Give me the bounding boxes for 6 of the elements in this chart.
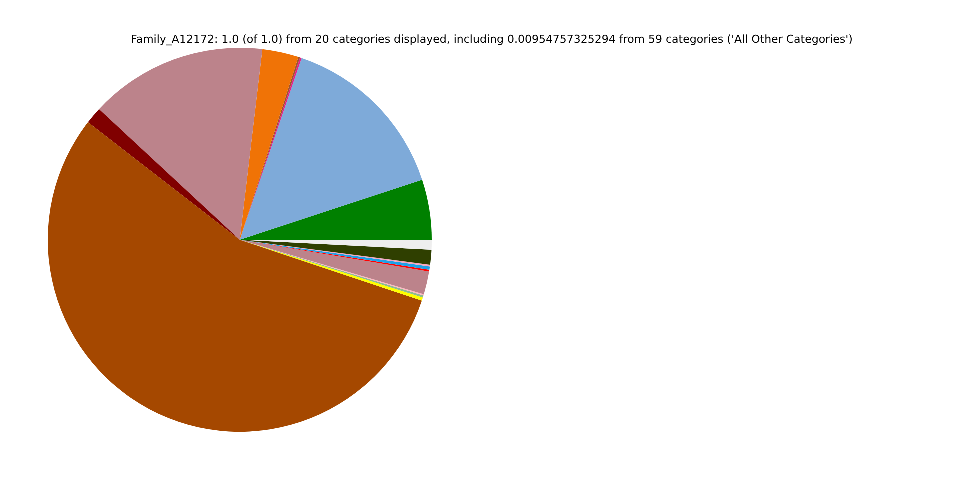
pie-slice: [240, 58, 422, 240]
pie-slice: [240, 180, 432, 240]
pie-slice: [88, 109, 240, 240]
text: Family_A12172: 1.0 (of 1.0) from 20 categories displayed, including 0.00954757325294 from 59 categories ('All Other Categories'): [131, 33, 853, 46]
pie-slice: [99, 48, 263, 240]
pie-slice: [48, 122, 422, 432]
